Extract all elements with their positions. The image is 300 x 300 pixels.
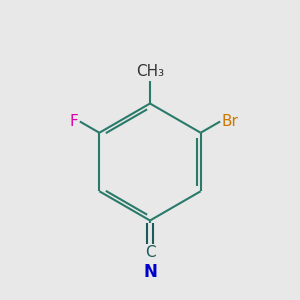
Text: CH₃: CH₃: [136, 64, 164, 80]
Text: C: C: [145, 245, 155, 260]
Text: N: N: [143, 263, 157, 281]
Text: Br: Br: [222, 114, 238, 129]
Text: F: F: [70, 114, 78, 129]
